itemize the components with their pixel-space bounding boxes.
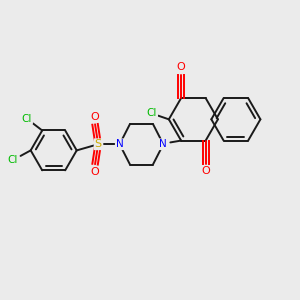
Text: N: N (159, 139, 167, 149)
Text: S: S (94, 139, 102, 149)
Text: N: N (116, 139, 124, 149)
Text: Cl: Cl (8, 154, 18, 165)
Text: O: O (177, 62, 185, 72)
Text: O: O (91, 112, 100, 122)
Text: O: O (91, 167, 100, 177)
Text: Cl: Cl (147, 108, 157, 118)
Text: O: O (201, 166, 210, 176)
Text: Cl: Cl (22, 114, 32, 124)
